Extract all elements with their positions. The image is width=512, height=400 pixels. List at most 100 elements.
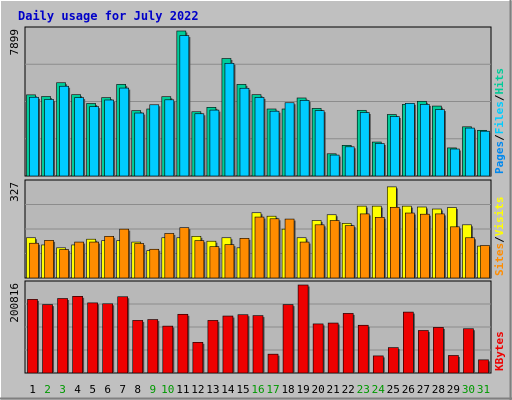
bar-sites-day-16 [254, 216, 265, 279]
bar-kbytes-day-18 [282, 304, 294, 374]
bar-sites-day-15 [239, 238, 250, 279]
bar-kbytes-day-5 [87, 302, 98, 374]
x-tick-label: 17 [266, 383, 279, 396]
x-tick-label: 25 [387, 383, 400, 396]
bar-files-day-3 [59, 85, 69, 177]
x-tick-label: 6 [104, 383, 111, 396]
x-tick-label: 16 [251, 383, 264, 396]
bar-files-day-30 [465, 127, 475, 177]
bar-files-day-22 [344, 146, 355, 177]
bar-files-day-31 [480, 130, 490, 177]
x-tick-label: 23 [357, 383, 370, 396]
bar-files-day-16 [254, 97, 265, 177]
bar-files-day-21 [329, 154, 340, 177]
bar-files-day-4 [74, 97, 84, 177]
bar-files-day-15 [239, 87, 250, 177]
bar-sites-day-25 [389, 206, 400, 279]
bar-files-day-23 [359, 112, 370, 177]
x-tick-label: 26 [402, 383, 415, 396]
bar-kbytes-day-29 [448, 355, 459, 374]
x-tick-label: 9 [149, 383, 156, 396]
x-tick-label: 21 [327, 383, 340, 396]
legend-item: Pages [493, 141, 506, 174]
bar-sites-day-4 [74, 241, 84, 279]
legend-kbytes: KBytes [493, 331, 506, 371]
bar-kbytes-day-24 [372, 355, 384, 374]
panel-kbytes: 200816 KBytes [8, 280, 506, 374]
bar-files-day-10 [164, 99, 175, 177]
bar-sites-day-27 [420, 213, 430, 279]
bar-sites-day-8 [134, 243, 145, 279]
bar-files-day-11 [179, 35, 190, 177]
x-tick-label: 31 [477, 383, 490, 396]
bar-kbytes-day-27 [418, 330, 429, 374]
bar-files-day-8 [134, 112, 145, 177]
bar-kbytes-day-30 [463, 328, 474, 374]
legend-hits_files_pages: Pages/Files/Hits [493, 68, 506, 174]
bar-kbytes-day-17 [267, 353, 279, 374]
bar-files-day-25 [389, 116, 400, 177]
x-tick-label: 24 [372, 383, 386, 396]
bar-sites-day-19 [299, 241, 310, 279]
bar-sites-day-2 [44, 240, 54, 279]
bar-sites-day-11 [179, 227, 190, 279]
x-tick-label: 1 [29, 383, 36, 396]
bar-sites-day-14 [224, 244, 235, 279]
legend-item: / [493, 94, 506, 101]
chart-panels: 7899Pages/Files/Hits327Sites/Visits20081… [8, 26, 506, 374]
bar-kbytes-day-12 [192, 342, 204, 374]
bar-files-day-17 [269, 110, 280, 177]
bar-kbytes-day-31 [478, 359, 489, 374]
x-tick-label: 22 [342, 383, 355, 396]
bar-files-day-13 [209, 109, 220, 177]
bar-files-day-6 [104, 99, 114, 177]
x-tick-label: 15 [236, 383, 249, 396]
panel-visits_sites: 327 Sites/Visits [8, 179, 506, 279]
bar-files-day-1 [29, 96, 39, 177]
bar-sites-day-13 [209, 246, 220, 279]
x-tick-label: 10 [161, 383, 174, 396]
bar-sites-day-9 [149, 248, 160, 279]
bar-sites-day-22 [344, 225, 355, 279]
bar-kbytes-day-13 [207, 320, 219, 374]
bar-files-day-2 [44, 99, 54, 177]
bar-sites-day-29 [450, 226, 460, 279]
bar-files-day-12 [194, 113, 205, 177]
bar-files-day-9 [149, 104, 160, 177]
bar-files-day-29 [450, 148, 460, 177]
legend-item: Sites [493, 243, 506, 276]
bar-kbytes-day-28 [433, 327, 444, 374]
bar-sites-day-31 [480, 245, 490, 279]
bar-files-day-24 [374, 143, 385, 177]
bar-files-day-27 [420, 104, 430, 177]
chart-title: Daily usage for July 2022 [18, 9, 199, 23]
bar-kbytes-day-6 [102, 303, 113, 374]
y-max-label: 200816 [8, 283, 21, 323]
bar-sites-day-3 [59, 249, 69, 279]
x-tick-label: 27 [417, 383, 430, 396]
x-tick-label: 30 [462, 383, 475, 396]
bar-kbytes-day-23 [357, 324, 369, 374]
bar-kbytes-day-8 [132, 320, 144, 374]
legend-item: Files [493, 101, 506, 134]
bar-sites-day-17 [269, 218, 280, 279]
bar-files-day-20 [314, 110, 325, 177]
bar-sites-day-1 [29, 242, 39, 279]
bar-kbytes-day-21 [327, 322, 339, 374]
bar-sites-day-7 [119, 228, 130, 279]
bar-sites-day-26 [405, 212, 415, 279]
bar-sites-day-6 [104, 236, 114, 279]
bar-sites-day-23 [359, 213, 370, 279]
x-tick-label: 3 [59, 383, 66, 396]
bar-sites-day-20 [314, 224, 325, 279]
legend-visits_sites: Sites/Visits [493, 197, 506, 277]
bar-sites-day-30 [465, 237, 475, 279]
x-tick-label: 11 [176, 383, 189, 396]
bar-sites-day-24 [374, 217, 385, 279]
legend-item: KBytes [493, 331, 506, 371]
bar-kbytes-day-11 [177, 313, 189, 374]
x-tick-label: 29 [447, 383, 460, 396]
bar-kbytes-day-19 [297, 284, 309, 374]
